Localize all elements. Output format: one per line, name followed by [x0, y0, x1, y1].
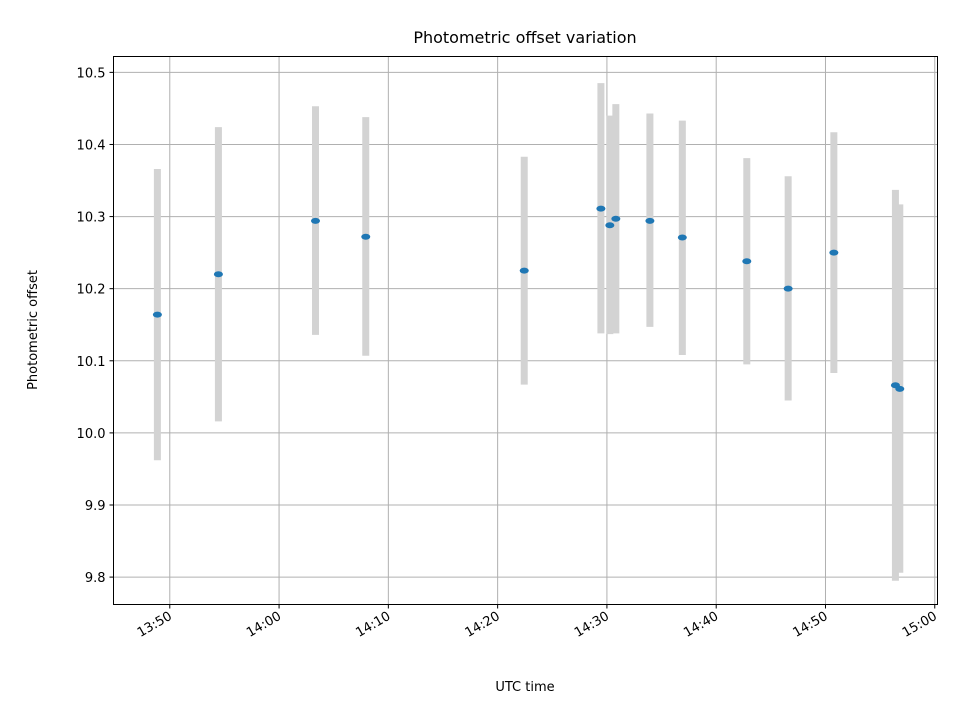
data-point: [677, 234, 687, 241]
data-point: [783, 285, 793, 292]
x-axis-label: UTC time: [495, 680, 554, 695]
data-point: [742, 258, 752, 265]
data-points: [152, 205, 905, 392]
data-point: [645, 217, 655, 224]
chart-title: Photometric offset variation: [413, 28, 636, 47]
data-point: [605, 222, 615, 229]
data-point: [895, 385, 905, 392]
y-tick-label: 10.5: [77, 66, 106, 81]
y-tick-label: 10.3: [77, 211, 106, 226]
data-point: [310, 217, 320, 224]
y-tick-label: 9.9: [85, 499, 106, 514]
data-point: [596, 205, 606, 212]
data-point: [361, 233, 371, 240]
data-point: [213, 271, 223, 278]
data-point: [152, 311, 162, 318]
y-tick-label: 10.4: [77, 138, 106, 153]
y-tick-label: 10.1: [77, 355, 106, 370]
y-tick-label: 10.0: [77, 427, 106, 442]
y-tick-label: 9.8: [85, 571, 106, 586]
y-axis-label: Photometric offset: [26, 270, 41, 390]
data-point: [519, 267, 529, 274]
data-point: [611, 215, 621, 222]
plot-frame: [113, 56, 938, 605]
y-tick-label: 10.2: [77, 283, 106, 298]
data-point: [829, 249, 839, 256]
